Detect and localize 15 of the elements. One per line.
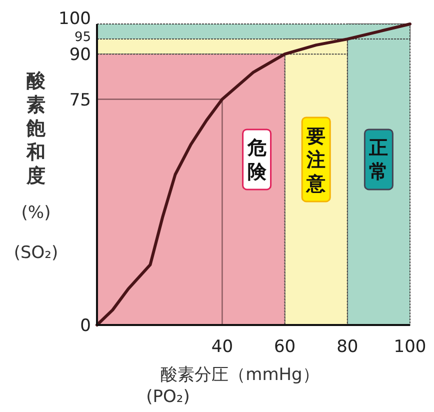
y-axis-title: 酸素飽和度 (%) (SO₂) <box>14 70 58 263</box>
y-tick-label: 100 <box>58 9 91 29</box>
band-label: 危険 <box>246 137 268 183</box>
line-series <box>96 22 412 326</box>
band-label: 要注意 <box>306 125 327 195</box>
x-tick-label: 100 <box>394 337 426 357</box>
band-label: 正常 <box>368 137 388 183</box>
x-tick-label: 80 <box>336 337 358 357</box>
x-tick-label: 60 <box>274 337 296 357</box>
y-tick-label: 95 <box>74 30 91 46</box>
x-axis-title: 酸素分圧（mmHg） (PO₂) <box>146 365 320 407</box>
y-tick-label: 90 <box>69 45 91 66</box>
y-tick-label: 0 <box>80 316 91 336</box>
y-tick-label: 75 <box>69 90 91 110</box>
x-tick-label: 40 <box>211 337 234 357</box>
